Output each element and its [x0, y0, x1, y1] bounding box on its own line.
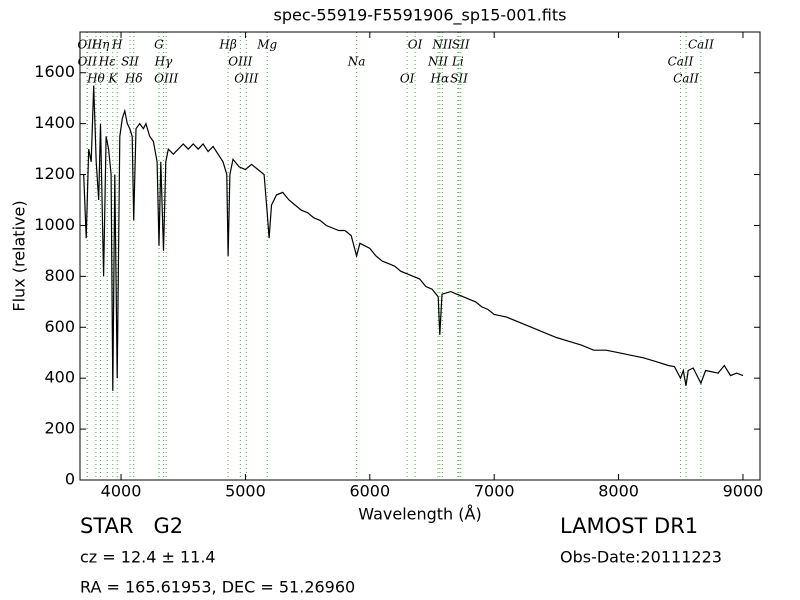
plot-frame — [79, 31, 761, 481]
spectral-line-label: Hα — [430, 72, 450, 86]
obs-date: Obs-Date:20111223 — [560, 548, 722, 567]
x-axis-label: Wavelength (Å) — [358, 505, 481, 524]
y-tick-label: 200 — [44, 419, 75, 438]
spectral-line-label: Hδ — [124, 72, 143, 86]
spectral-line-label: CaII — [668, 55, 694, 69]
coordinates: RA = 165.61953, DEC = 51.26960 — [80, 578, 355, 597]
redshift: cz = 12.4 ± 11.4 — [80, 548, 216, 567]
x-tick-label: 8000 — [598, 482, 639, 501]
y-tick-label: 1600 — [34, 62, 75, 81]
spectral-line-label: OIII — [228, 55, 252, 69]
spectral-line-label: OIII — [234, 72, 258, 86]
object-class: STAR G2 — [80, 514, 183, 538]
survey: LAMOST DR1 — [560, 514, 698, 538]
y-tick-label: 1200 — [34, 164, 75, 183]
x-tick-label: 7000 — [474, 482, 515, 501]
spectral-line-label: NII — [427, 55, 448, 69]
spectral-line-label: NII — [431, 38, 452, 52]
x-tick-label: 5000 — [225, 482, 266, 501]
y-tick-label: 400 — [44, 368, 75, 387]
y-tick-label: 600 — [44, 317, 75, 336]
spectral-line-label: OI — [400, 72, 415, 86]
spectral-line-label: Hε — [98, 55, 116, 69]
x-tick-label: 9000 — [723, 482, 764, 501]
spectral-line-label: OI — [408, 38, 423, 52]
x-tick-label: 4000 — [101, 482, 142, 501]
spectrum-line — [83, 85, 744, 391]
y-axis-label: Flux (relative) — [10, 200, 29, 311]
y-tick-label: 1000 — [34, 215, 75, 234]
x-tick-label: 6000 — [349, 482, 390, 501]
spectral-line-label: Hβ — [218, 38, 236, 52]
spectral-line-label: Mg — [256, 38, 277, 52]
chart-title: spec-55919-F5591906_sp15-001.fits — [274, 6, 567, 26]
spectral-line-label: G — [154, 38, 164, 52]
spectral-line-label: SII — [121, 55, 139, 69]
y-tick-label: 0 — [65, 470, 75, 489]
spectral-line-label: Na — [347, 55, 366, 69]
spectral-line-label: K — [107, 72, 118, 86]
spectral-line-label: SII — [452, 38, 470, 52]
spectral-line-label: OII — [78, 55, 98, 69]
y-tick-label: 1400 — [34, 113, 75, 132]
spectral-line-label: Li — [451, 55, 464, 69]
spectral-line-label: CaII — [673, 72, 699, 86]
y-tick-label: 800 — [44, 266, 75, 285]
spectral-line-label: Hθ — [86, 72, 105, 86]
spectral-line-label: OIII — [154, 72, 178, 86]
spectral-line-label: Hη — [91, 38, 110, 52]
spectral-line-label: CaII — [688, 38, 714, 52]
spectral-line-label: Hγ — [154, 55, 173, 69]
spectral-line-label: H — [111, 38, 123, 52]
spectral-line-label: SII — [450, 72, 468, 86]
